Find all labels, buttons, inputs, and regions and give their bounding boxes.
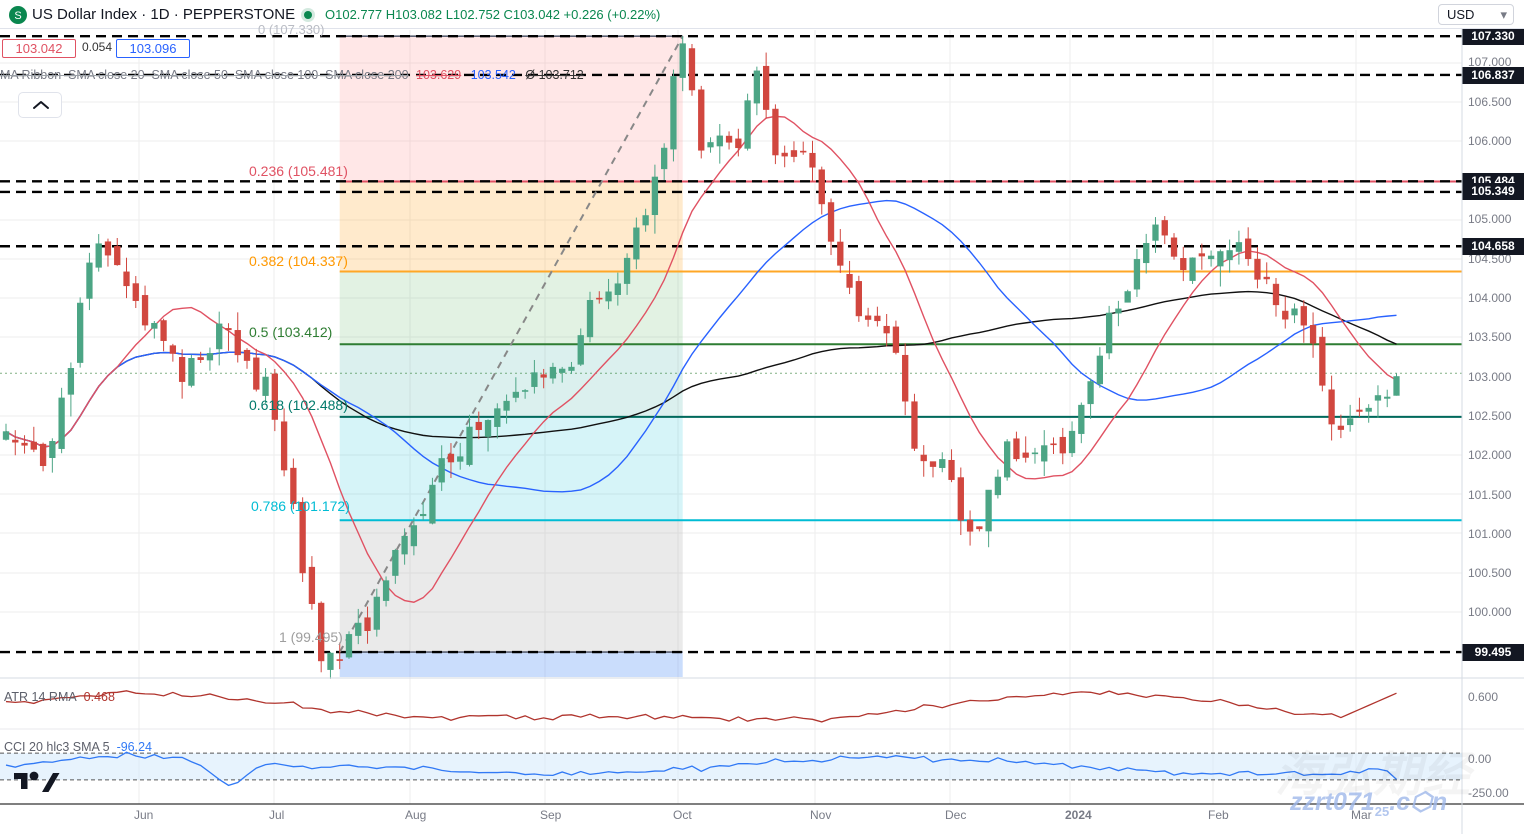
svg-text:S: S xyxy=(14,10,21,22)
